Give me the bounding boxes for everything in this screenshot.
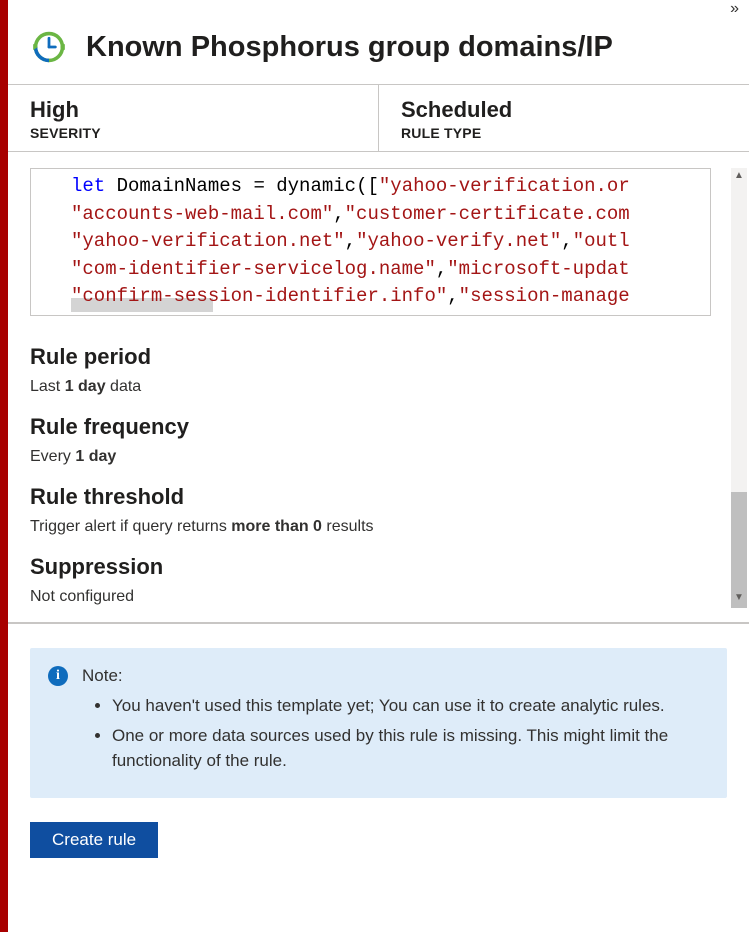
- rule-threshold-text: Trigger alert if query returns more than…: [30, 518, 727, 536]
- footer-area: i Note: You haven't used this template y…: [8, 624, 749, 882]
- panel-header: Known Phosphorus group domains/IP: [8, 22, 749, 85]
- rule-title: Known Phosphorus group domains/IP: [86, 31, 613, 64]
- details-panel: » Known Phosphorus group domains/IP High…: [8, 0, 749, 932]
- note-label: Note:: [82, 666, 123, 686]
- collapse-row: »: [8, 0, 749, 22]
- code-line: "confirm-session-identifier.info","sessi…: [71, 283, 704, 311]
- details-body: let DomainNames = dynamic(["yahoo-verifi…: [8, 152, 749, 624]
- rule-frequency-text: Every 1 day: [30, 448, 727, 466]
- code-line: let DomainNames = dynamic(["yahoo-verifi…: [71, 173, 704, 201]
- note-box: i Note: You haven't used this template y…: [30, 648, 727, 798]
- rule-type-value: Scheduled: [401, 97, 727, 123]
- rule-type-cell: Scheduled RULE TYPE: [378, 85, 749, 151]
- code-line: "accounts-web-mail.com","customer-certif…: [71, 201, 704, 229]
- suppression-text: Not configured: [30, 588, 727, 606]
- severity-value: High: [30, 97, 356, 123]
- severity-cell: High SEVERITY: [8, 85, 378, 151]
- scroll-down-icon[interactable]: ▼: [731, 590, 747, 606]
- rule-frequency-title: Rule frequency: [30, 414, 727, 440]
- scheduled-rule-icon: [30, 28, 68, 66]
- note-item: One or more data sources used by this ru…: [112, 724, 705, 773]
- scroll-up-icon[interactable]: ▲: [731, 168, 747, 184]
- create-rule-button[interactable]: Create rule: [30, 822, 158, 858]
- suppression-title: Suppression: [30, 554, 727, 580]
- rule-period-title: Rule period: [30, 344, 727, 370]
- scrollbar-track[interactable]: ▲ ▼: [731, 168, 747, 606]
- note-list: You haven't used this template yet; You …: [48, 694, 705, 774]
- meta-row: High SEVERITY Scheduled RULE TYPE: [8, 85, 749, 152]
- note-item: You haven't used this template yet; You …: [112, 694, 705, 719]
- rule-period-text: Last 1 day data: [30, 378, 727, 396]
- info-icon: i: [48, 666, 68, 686]
- rule-type-label: RULE TYPE: [401, 125, 727, 141]
- expand-chevron-icon[interactable]: »: [730, 0, 739, 17]
- code-line: "com-identifier-servicelog.name","micros…: [71, 256, 704, 284]
- rule-threshold-title: Rule threshold: [30, 484, 727, 510]
- query-code-box[interactable]: let DomainNames = dynamic(["yahoo-verifi…: [30, 168, 711, 316]
- severity-label: SEVERITY: [30, 125, 356, 141]
- code-line: "yahoo-verification.net","yahoo-verify.n…: [71, 228, 704, 256]
- severity-bar: [0, 0, 8, 932]
